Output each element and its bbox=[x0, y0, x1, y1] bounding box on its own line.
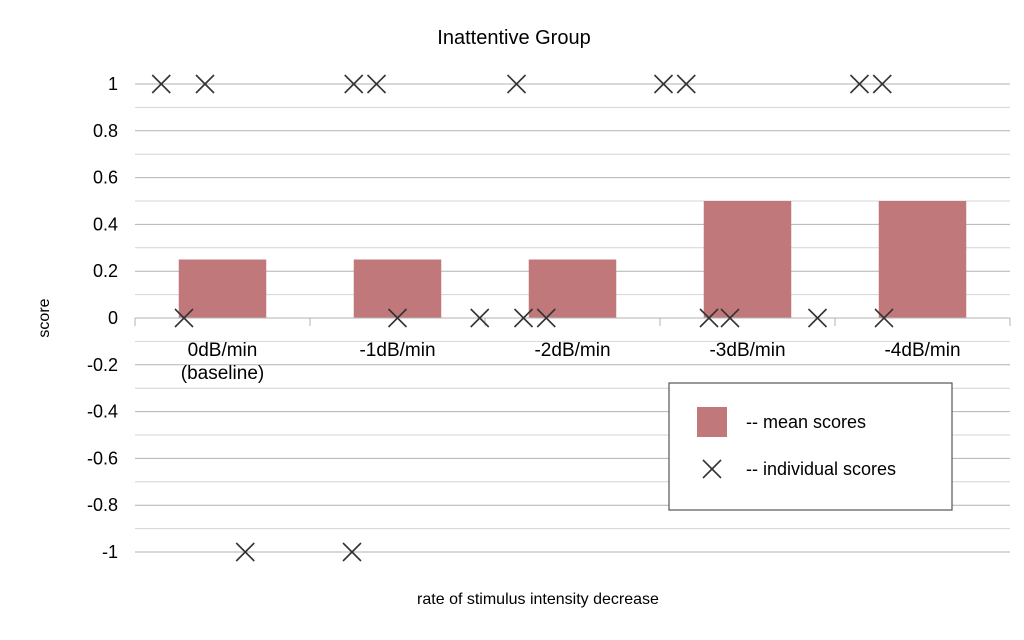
x-category-label: -2dB/min bbox=[534, 340, 610, 361]
zero-axis bbox=[134, 317, 1011, 326]
x-axis-title: rate of stimulus intensity decrease bbox=[417, 591, 659, 608]
y-tick-label: -0.8 bbox=[87, 495, 118, 515]
x-category-label: 0dB/min bbox=[188, 340, 258, 361]
y-tick-label: 0.2 bbox=[93, 261, 118, 281]
individual-score-marker bbox=[720, 308, 740, 328]
bar-mean-score bbox=[528, 259, 617, 318]
individual-score-marker bbox=[174, 308, 194, 328]
x-category-label: -4dB/min bbox=[884, 340, 960, 361]
individual-score-marker bbox=[849, 74, 870, 94]
y-tick-label: 0.4 bbox=[93, 214, 118, 234]
legend-swatch-mean-scores bbox=[697, 407, 727, 437]
individual-score-marker bbox=[470, 308, 490, 328]
individual-score-marker bbox=[807, 308, 828, 328]
y-tick-label: 0.6 bbox=[93, 168, 118, 188]
bar-mean-score bbox=[878, 201, 967, 318]
bar-mean-score bbox=[703, 201, 792, 318]
legend-box bbox=[668, 382, 953, 511]
y-tick-label: -0.6 bbox=[87, 448, 118, 468]
x-category-label: (baseline) bbox=[181, 363, 264, 384]
individual-score-marker bbox=[366, 74, 387, 94]
individual-score-marker bbox=[699, 308, 719, 328]
bar-mean-score bbox=[178, 259, 267, 318]
individual-score-marker bbox=[653, 74, 674, 94]
y-axis-tick-labels: 1 0.8 0.6 0.4 0.2 0 -0.2 -0.4 -0.6 -0.8 -1 bbox=[87, 74, 118, 562]
individual-score-marker bbox=[151, 74, 171, 94]
legend-label-individual-scores: -- individual scores bbox=[746, 459, 896, 479]
individual-score-marker bbox=[195, 74, 215, 94]
y-tick-label: -0.4 bbox=[87, 402, 118, 422]
legend: -- mean scores -- individual scores bbox=[668, 382, 953, 511]
mean-score-bars bbox=[178, 201, 967, 318]
y-tick-label: -0.2 bbox=[87, 355, 118, 375]
individual-score-marker bbox=[536, 308, 556, 328]
x-category-label: -1dB/min bbox=[359, 340, 435, 361]
y-tick-label: -1 bbox=[102, 542, 118, 562]
individual-score-marker bbox=[506, 74, 527, 94]
y-tick-label: 0 bbox=[108, 308, 118, 328]
individual-score-marker bbox=[874, 308, 894, 328]
individual-score-marker bbox=[513, 308, 534, 328]
y-axis-title: score bbox=[36, 298, 53, 337]
x-category-label: -3dB/min bbox=[709, 340, 785, 361]
individual-score-marker bbox=[387, 308, 408, 328]
individual-score-marker bbox=[344, 74, 364, 94]
bar-mean-score bbox=[353, 259, 442, 318]
y-tick-label: 0.8 bbox=[93, 121, 118, 141]
individual-score-marker bbox=[235, 542, 255, 562]
chart-title: Inattentive Group bbox=[437, 27, 590, 49]
individual-score-marker bbox=[342, 542, 362, 562]
individual-score-marker bbox=[872, 74, 892, 94]
individual-score-marker bbox=[676, 74, 696, 94]
legend-label-mean-scores: -- mean scores bbox=[746, 412, 866, 432]
individual-score-markers bbox=[151, 74, 894, 562]
x-axis-category-labels: 0dB/min(baseline) -1dB/min -2dB/min -3dB/mi… bbox=[181, 340, 961, 384]
legend-marker-individual-scores bbox=[702, 459, 722, 479]
y-tick-label: 1 bbox=[108, 74, 118, 94]
